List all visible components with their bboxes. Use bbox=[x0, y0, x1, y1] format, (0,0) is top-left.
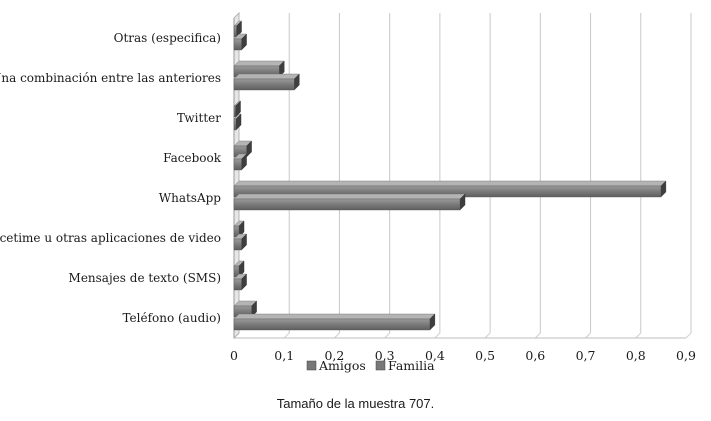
x-tick-label: 0,9 bbox=[676, 348, 696, 363]
legend-label-familia: Familia bbox=[388, 358, 435, 373]
x-tick-label: 0,3 bbox=[375, 348, 395, 363]
gridline-floor bbox=[434, 332, 441, 339]
bar-familia bbox=[233, 73, 300, 91]
category-label: WhatsApp bbox=[159, 191, 222, 205]
gridline-floor bbox=[635, 332, 642, 339]
bar-front-face bbox=[233, 38, 242, 51]
category-label: Facetime u otras aplicaciones de video bbox=[0, 231, 221, 245]
bars-group bbox=[233, 20, 667, 331]
x-tick-label: 0,8 bbox=[626, 348, 646, 363]
grid-lines bbox=[233, 13, 692, 339]
bar-familia bbox=[233, 113, 242, 131]
gridline-floor bbox=[384, 332, 391, 339]
bar-amigos bbox=[233, 220, 245, 238]
x-tick-label: 0,6 bbox=[525, 348, 545, 363]
bar-front-face bbox=[233, 238, 242, 251]
x-tick-labels: 0 0,1 0,2 0,3 0,4 0,5 0,6 0,7 0,8 0,9 bbox=[230, 348, 696, 363]
legend-key-familia bbox=[375, 360, 386, 371]
category-label: Mensajes de texto (SMS) bbox=[69, 271, 221, 285]
bar-amigos bbox=[233, 100, 241, 118]
category-labels: Otras (especifica) Una combinación entre … bbox=[0, 31, 222, 325]
bar-amigos bbox=[233, 180, 667, 198]
bar-amigos bbox=[233, 140, 253, 158]
bar-top-face bbox=[233, 313, 436, 320]
category-label: Teléfono (audio) bbox=[122, 311, 221, 325]
x-tick-label: 0,4 bbox=[425, 348, 445, 363]
legend-label-amigos: Amigos bbox=[318, 358, 366, 373]
sample-size-caption: Tamaño de la muestra 707. bbox=[276, 396, 435, 411]
gridline-floor bbox=[283, 332, 290, 339]
gridline-floor bbox=[484, 332, 491, 339]
category-axis bbox=[233, 11, 686, 340]
bar-top-face bbox=[233, 73, 300, 80]
category-label: Twitter bbox=[177, 111, 221, 125]
bar-amigos bbox=[233, 60, 285, 78]
x-tick-label: 0,5 bbox=[475, 348, 495, 363]
bar-familia bbox=[233, 273, 248, 291]
bar-front-face bbox=[233, 78, 295, 91]
bar-front-face bbox=[233, 318, 431, 331]
x-tick-label: 0,7 bbox=[576, 348, 596, 363]
bar-familia bbox=[233, 33, 248, 51]
bar-familia bbox=[233, 313, 436, 331]
bar-familia bbox=[233, 153, 248, 171]
bar-familia bbox=[233, 193, 466, 211]
x-tick-label: 0 bbox=[230, 348, 238, 363]
bar-amigos bbox=[233, 300, 258, 318]
legend: Amigos Familia bbox=[306, 358, 435, 373]
x-tick-label: 0,2 bbox=[324, 348, 344, 363]
bar-top-face bbox=[233, 180, 667, 187]
bar-front-face bbox=[233, 278, 242, 291]
bar-front-face bbox=[233, 198, 461, 211]
bar-familia bbox=[233, 233, 248, 251]
bar-top-face bbox=[233, 60, 285, 67]
bar-front-face bbox=[233, 25, 237, 38]
bar-top-face bbox=[233, 193, 466, 200]
gridline-floor bbox=[585, 332, 591, 339]
bar-front-face bbox=[233, 118, 237, 131]
category-label: Una combinación entre las anteriores bbox=[0, 71, 221, 85]
bar-amigos bbox=[233, 20, 242, 38]
x-tick-label: 0,1 bbox=[274, 348, 294, 363]
bar-front-face bbox=[233, 105, 236, 118]
gridline-floor bbox=[534, 332, 541, 339]
bar-front-face bbox=[233, 158, 242, 171]
gridline-floor bbox=[685, 332, 692, 339]
category-label: Otras (especifica) bbox=[114, 31, 221, 45]
gridline-floor bbox=[334, 332, 340, 339]
bar-amigos bbox=[233, 260, 245, 278]
bar-chart: Otras (especifica) Una combinación entre … bbox=[0, 11, 696, 373]
legend-key-amigos bbox=[306, 360, 317, 371]
category-label: Facebook bbox=[163, 151, 222, 165]
